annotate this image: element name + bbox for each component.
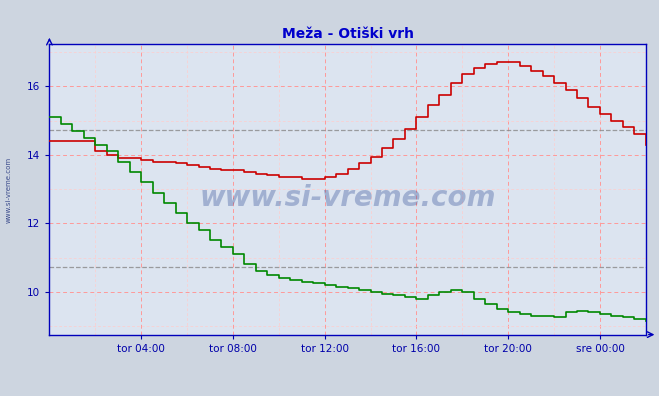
- Text: www.si-vreme.com: www.si-vreme.com: [200, 184, 496, 212]
- Text: www.si-vreme.com: www.si-vreme.com: [5, 157, 11, 223]
- Title: Meža - Otiški vrh: Meža - Otiški vrh: [281, 27, 414, 41]
